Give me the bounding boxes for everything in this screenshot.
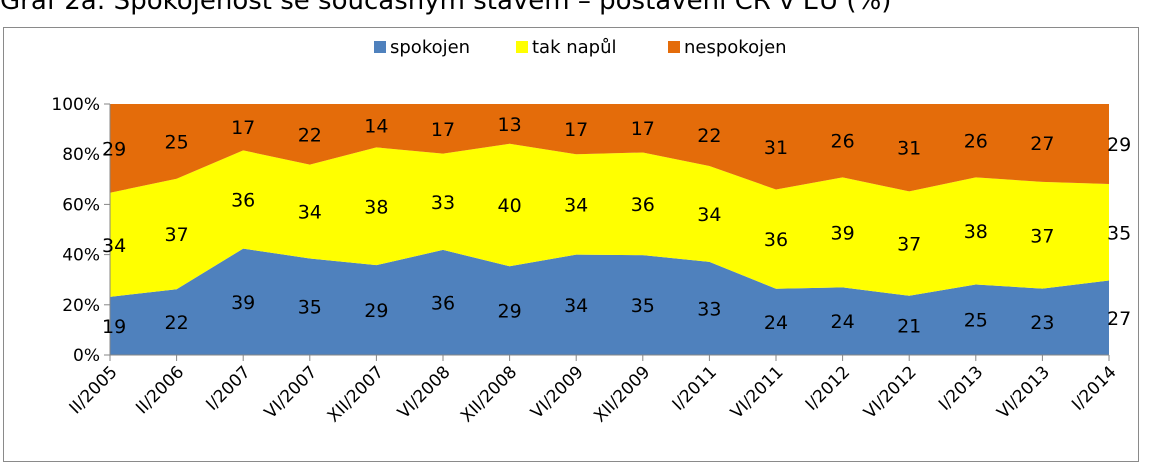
data-label: 34 — [697, 204, 721, 226]
data-label: 34 — [564, 295, 588, 317]
data-label: 22 — [697, 125, 721, 147]
x-tick-label: VI/2013 — [993, 362, 1054, 423]
legend-label: nespokojen — [684, 37, 787, 58]
data-labels: 19 22 39 35 29 36 29 34 35 33 24 24 21 25 23 27 34 37 36 34… — [102, 114, 1131, 338]
data-label: 39 — [831, 222, 855, 244]
x-tick-label: I/2013 — [935, 362, 987, 414]
legend-label: tak napůl — [532, 37, 617, 58]
data-label: 35 — [1107, 222, 1131, 244]
axes — [104, 103, 1110, 361]
data-label: 26 — [831, 131, 855, 153]
x-tick-label: VI/2007 — [261, 362, 322, 423]
data-label: 38 — [964, 221, 988, 243]
data-label: 25 — [964, 310, 988, 332]
x-tick-label: I/2014 — [1068, 362, 1120, 414]
x-tick-label: XII/2008 — [457, 362, 521, 426]
x-tick-label: II/2006 — [132, 362, 188, 418]
x-tick-label: VI/2008 — [394, 362, 455, 423]
x-tick-label: XII/2009 — [590, 362, 654, 426]
x-tick-label: I/2011 — [669, 362, 721, 414]
data-label: 29 — [498, 301, 522, 323]
data-label: 21 — [897, 315, 921, 337]
data-label: 36 — [231, 189, 255, 211]
data-label: 24 — [764, 312, 788, 334]
legend-swatch — [374, 41, 386, 53]
x-tick-label: I/2012 — [802, 362, 854, 414]
data-label: 25 — [165, 131, 189, 153]
area-nespokojen — [110, 104, 1109, 193]
data-label: 22 — [298, 124, 322, 146]
data-label: 39 — [231, 292, 255, 314]
data-label: 29 — [102, 138, 126, 160]
data-label: 17 — [431, 119, 455, 141]
data-label: 34 — [564, 194, 588, 216]
data-label: 31 — [897, 138, 921, 160]
area-tak-napůl — [110, 143, 1109, 297]
data-label: 22 — [165, 312, 189, 334]
y-tick-label: 80% — [62, 145, 100, 165]
data-label: 36 — [431, 292, 455, 314]
data-label: 19 — [102, 316, 126, 338]
y-tick-label: 100% — [51, 95, 100, 115]
data-label: 31 — [764, 137, 788, 159]
data-label: 23 — [1030, 312, 1054, 334]
data-label: 37 — [165, 224, 189, 246]
data-label: 27 — [1107, 308, 1131, 330]
legend-swatch — [668, 41, 680, 53]
x-tick-label: XII/2007 — [324, 362, 388, 426]
data-label: 17 — [231, 117, 255, 139]
data-label: 26 — [964, 131, 988, 153]
x-tick-label: VI/2011 — [727, 362, 788, 423]
legend-label: spokojen — [390, 37, 470, 58]
data-label: 13 — [498, 114, 522, 136]
x-tick-label: VI/2009 — [527, 362, 588, 423]
legend: spokojen tak napůl nespokojen — [374, 37, 787, 58]
data-label: 29 — [1107, 134, 1131, 156]
y-axis-tick-labels: 0% 20% 40% 60% 80% 100% — [51, 95, 100, 366]
stacked-area-chart: spokojen tak napůl nespokojen 0% 20% 40% 60% 8… — [51, 37, 1131, 427]
data-label: 40 — [498, 195, 522, 217]
x-tick-label: I/2007 — [202, 362, 254, 414]
x-tick-label: II/2005 — [66, 362, 122, 418]
area-spokojen — [110, 248, 1109, 355]
data-label: 34 — [298, 202, 322, 224]
legend-swatch — [516, 41, 528, 53]
x-tick-label: VI/2012 — [860, 362, 921, 423]
data-label: 36 — [764, 229, 788, 251]
data-label: 17 — [631, 118, 655, 140]
data-label: 33 — [431, 192, 455, 214]
data-label: 29 — [364, 300, 388, 322]
data-label: 37 — [1030, 225, 1054, 247]
y-tick-label: 20% — [62, 296, 100, 316]
data-label: 38 — [364, 196, 388, 218]
chart-area: spokojen tak napůl nespokojen 0% 20% 40% 60% 8… — [3, 27, 1139, 462]
y-tick-label: 0% — [73, 346, 100, 366]
x-axis-tick-labels: II/2005 II/2006 I/2007 VI/2007 XII/2007 VI/20… — [66, 362, 1121, 426]
data-label: 27 — [1030, 133, 1054, 155]
data-label: 35 — [631, 295, 655, 317]
data-label: 36 — [631, 194, 655, 216]
y-tick-label: 40% — [62, 246, 100, 266]
y-tick-label: 60% — [62, 195, 100, 215]
data-label: 14 — [364, 116, 388, 138]
data-label: 34 — [102, 235, 126, 257]
series-areas — [110, 104, 1109, 355]
data-label: 24 — [831, 311, 855, 333]
data-label: 35 — [298, 297, 322, 319]
data-label: 33 — [697, 298, 721, 320]
data-label: 37 — [897, 234, 921, 256]
page-title: Graf 2a: Spokojenost se současným stavem… — [0, 0, 892, 16]
data-label: 17 — [564, 119, 588, 141]
